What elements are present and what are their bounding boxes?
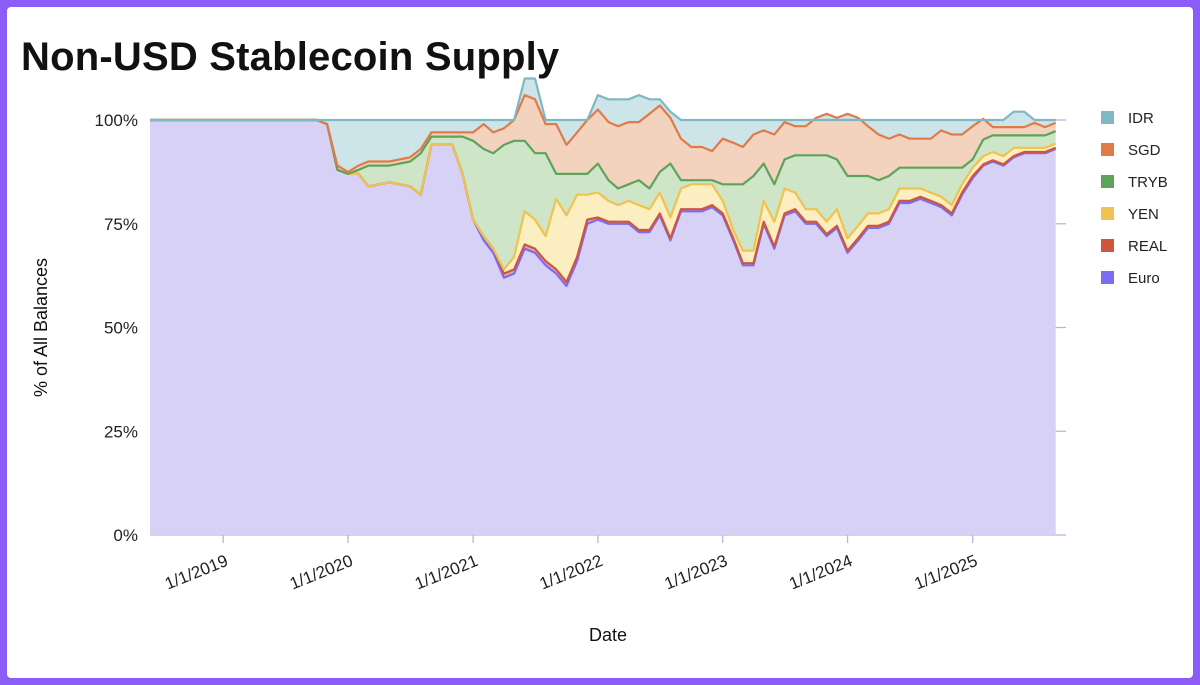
line-tryb xyxy=(150,118,1057,190)
legend-label-yen: YEN xyxy=(1128,206,1159,223)
area-series-layer xyxy=(150,78,1056,535)
x-tick-label: 1/1/2023 xyxy=(662,551,730,593)
x-tick-label: 1/1/2021 xyxy=(412,551,480,593)
y-tick-label: 25% xyxy=(104,422,138,441)
series-lines-layer xyxy=(150,77,1057,288)
line-yen xyxy=(150,118,1057,271)
chart-title: Non-USD Stablecoin Supply xyxy=(21,35,560,79)
legend-label-sgd: SGD xyxy=(1128,142,1161,159)
legend-swatch-idr xyxy=(1101,111,1114,124)
y-tick-label: 50% xyxy=(104,319,138,338)
y-axis-title: % of All Balances xyxy=(31,258,51,397)
y-tick-label: 75% xyxy=(104,215,138,234)
legend: IDR SGD TRYB YEN REAL Euro xyxy=(1101,110,1168,287)
legend-swatch-yen xyxy=(1101,207,1114,220)
x-tick-label: 1/1/2020 xyxy=(287,551,355,593)
legend-label-idr: IDR xyxy=(1128,110,1154,127)
x-axis-title: Date xyxy=(589,625,627,645)
legend-label-real: REAL xyxy=(1128,238,1167,255)
x-tick-label: 1/1/2022 xyxy=(537,551,605,593)
y-tick-label: 100% xyxy=(95,111,138,130)
legend-label-euro: Euro xyxy=(1128,270,1160,287)
area-yen xyxy=(150,120,1056,282)
legend-swatch-real xyxy=(1101,239,1114,252)
x-tick-label: 1/1/2019 xyxy=(162,551,230,593)
area-idr xyxy=(150,78,1056,172)
x-tick-label: 1/1/2024 xyxy=(787,551,855,593)
legend-swatch-sgd xyxy=(1101,143,1114,156)
y-tick-label: 0% xyxy=(113,526,138,545)
line-sgd xyxy=(150,94,1057,173)
area-euro xyxy=(150,120,1056,535)
legend-swatch-euro xyxy=(1101,271,1114,284)
legend-label-tryb: TRYB xyxy=(1128,174,1168,191)
x-tick-label: 1/1/2025 xyxy=(912,551,980,593)
legend-swatch-tryb xyxy=(1101,175,1114,188)
line-idr xyxy=(150,77,1056,122)
